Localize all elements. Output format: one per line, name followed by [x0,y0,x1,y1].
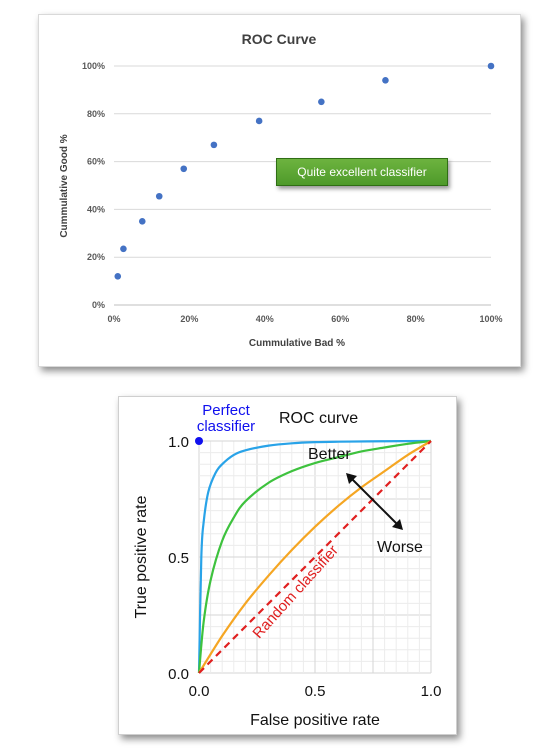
chart2-y-tick-label: 0.5 [168,550,189,567]
chart2-x-tick-label: 1.0 [421,683,442,700]
better-label: Better [308,446,351,463]
chart1-y-tick-label: 100% [82,61,105,71]
perfect-classifier-label-line1: Perfect [202,402,250,419]
roc-scatter-chart-panel: ROC Curve 0% 20% 40% 60% 80% 100% 0% 20% 40% 60%… [38,14,521,367]
chart1-data-point [488,63,495,70]
chart2-x-axis-label: False positive rate [250,712,380,729]
chart1-y-tick-label: 0% [92,300,105,310]
chart1-y-axis-label: Cummulative Good % [59,134,70,237]
chart1-data-point [156,193,163,200]
better-worse-arrow [346,473,403,530]
chart1-data-point [120,246,127,253]
perfect-classifier-point [195,437,203,445]
chart1-data-point [114,273,121,280]
chart2-x-tick-label: 0.5 [305,683,326,700]
chart2-x-tick-label: 0.0 [189,683,210,700]
chart2-y-axis-label: True positive rate [133,495,150,618]
chart1-data-point [318,99,325,106]
roc-curve-illustration-panel: Perfect classifier ROC curve Better Wors… [118,396,457,735]
chart1-data-point [256,118,263,125]
chart1-x-tick-label: 20% [180,314,198,324]
chart1-y-tick-label: 80% [87,109,105,119]
chart1-annotation-box: Quite excellent classifier [276,158,448,186]
chart1-data-point [180,165,187,172]
chart1-y-tick-label: 60% [87,157,105,167]
chart1-data-point [382,77,389,84]
chart1-x-tick-label: 100% [479,314,502,324]
roc-scatter-chart: ROC Curve 0% 20% 40% 60% 80% 100% 0% 20% 40% 60%… [39,15,520,366]
perfect-classifier-label-line2: classifier [197,418,255,435]
chart1-data-point [211,142,218,149]
chart1-y-tick-label: 20% [87,252,105,262]
worse-label: Worse [377,539,423,556]
chart1-x-tick-label: 40% [256,314,274,324]
chart2-y-tick-label: 0.0 [168,666,189,683]
chart1-title: ROC Curve [242,31,317,47]
chart2-title: ROC curve [279,410,358,427]
chart1-y-tick-label: 40% [87,204,105,214]
chart1-x-tick-label: 0% [107,314,120,324]
chart1-x-tick-label: 80% [407,314,425,324]
roc-curve-illustration: Perfect classifier ROC curve Better Wors… [119,397,456,734]
chart1-x-axis-label: Cummulative Bad % [249,338,345,349]
chart1-x-tick-label: 60% [331,314,349,324]
chart2-y-tick-label: 1.0 [168,434,189,451]
chart1-data-point [139,218,146,225]
